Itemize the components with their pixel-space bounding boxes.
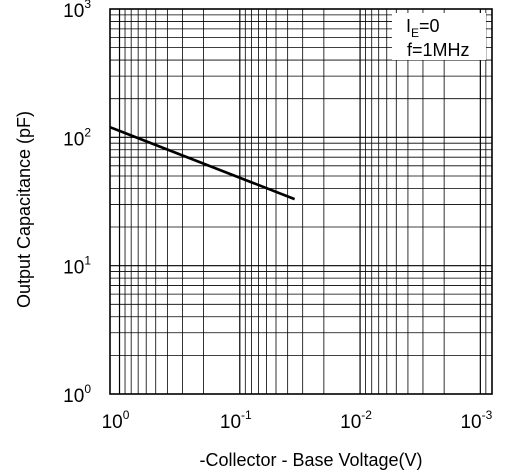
y-tick-label: 100 (63, 382, 91, 407)
y-tick-label: 103 (63, 0, 91, 22)
legend-background (392, 13, 486, 60)
series-layer (109, 125, 296, 201)
series-line-0 (109, 125, 296, 201)
x-tick-labels: 100 10-1 10-2 10-3 (102, 408, 493, 433)
y-tick-label: 101 (63, 254, 91, 279)
y-axis-label: Output Capacitance (pF) (14, 111, 34, 308)
x-tick-label: 100 (102, 408, 130, 433)
y-tick-labels: 100 101 102 103 (63, 0, 91, 407)
condition-ie: IE=0 (406, 16, 440, 40)
legend-box: IE=0 f=1MHz (392, 13, 486, 60)
y-tick-label: 102 (63, 125, 91, 150)
grid (110, 9, 492, 394)
plot-border (109, 8, 493, 395)
condition-frequency: f=1MHz (407, 40, 470, 60)
x-tick-label: 10-1 (220, 408, 252, 433)
x-tick-label: 10-2 (340, 408, 372, 433)
x-tick-label: 10-3 (460, 408, 492, 433)
x-axis-label: -Collector - Base Voltage(V) (199, 450, 422, 470)
